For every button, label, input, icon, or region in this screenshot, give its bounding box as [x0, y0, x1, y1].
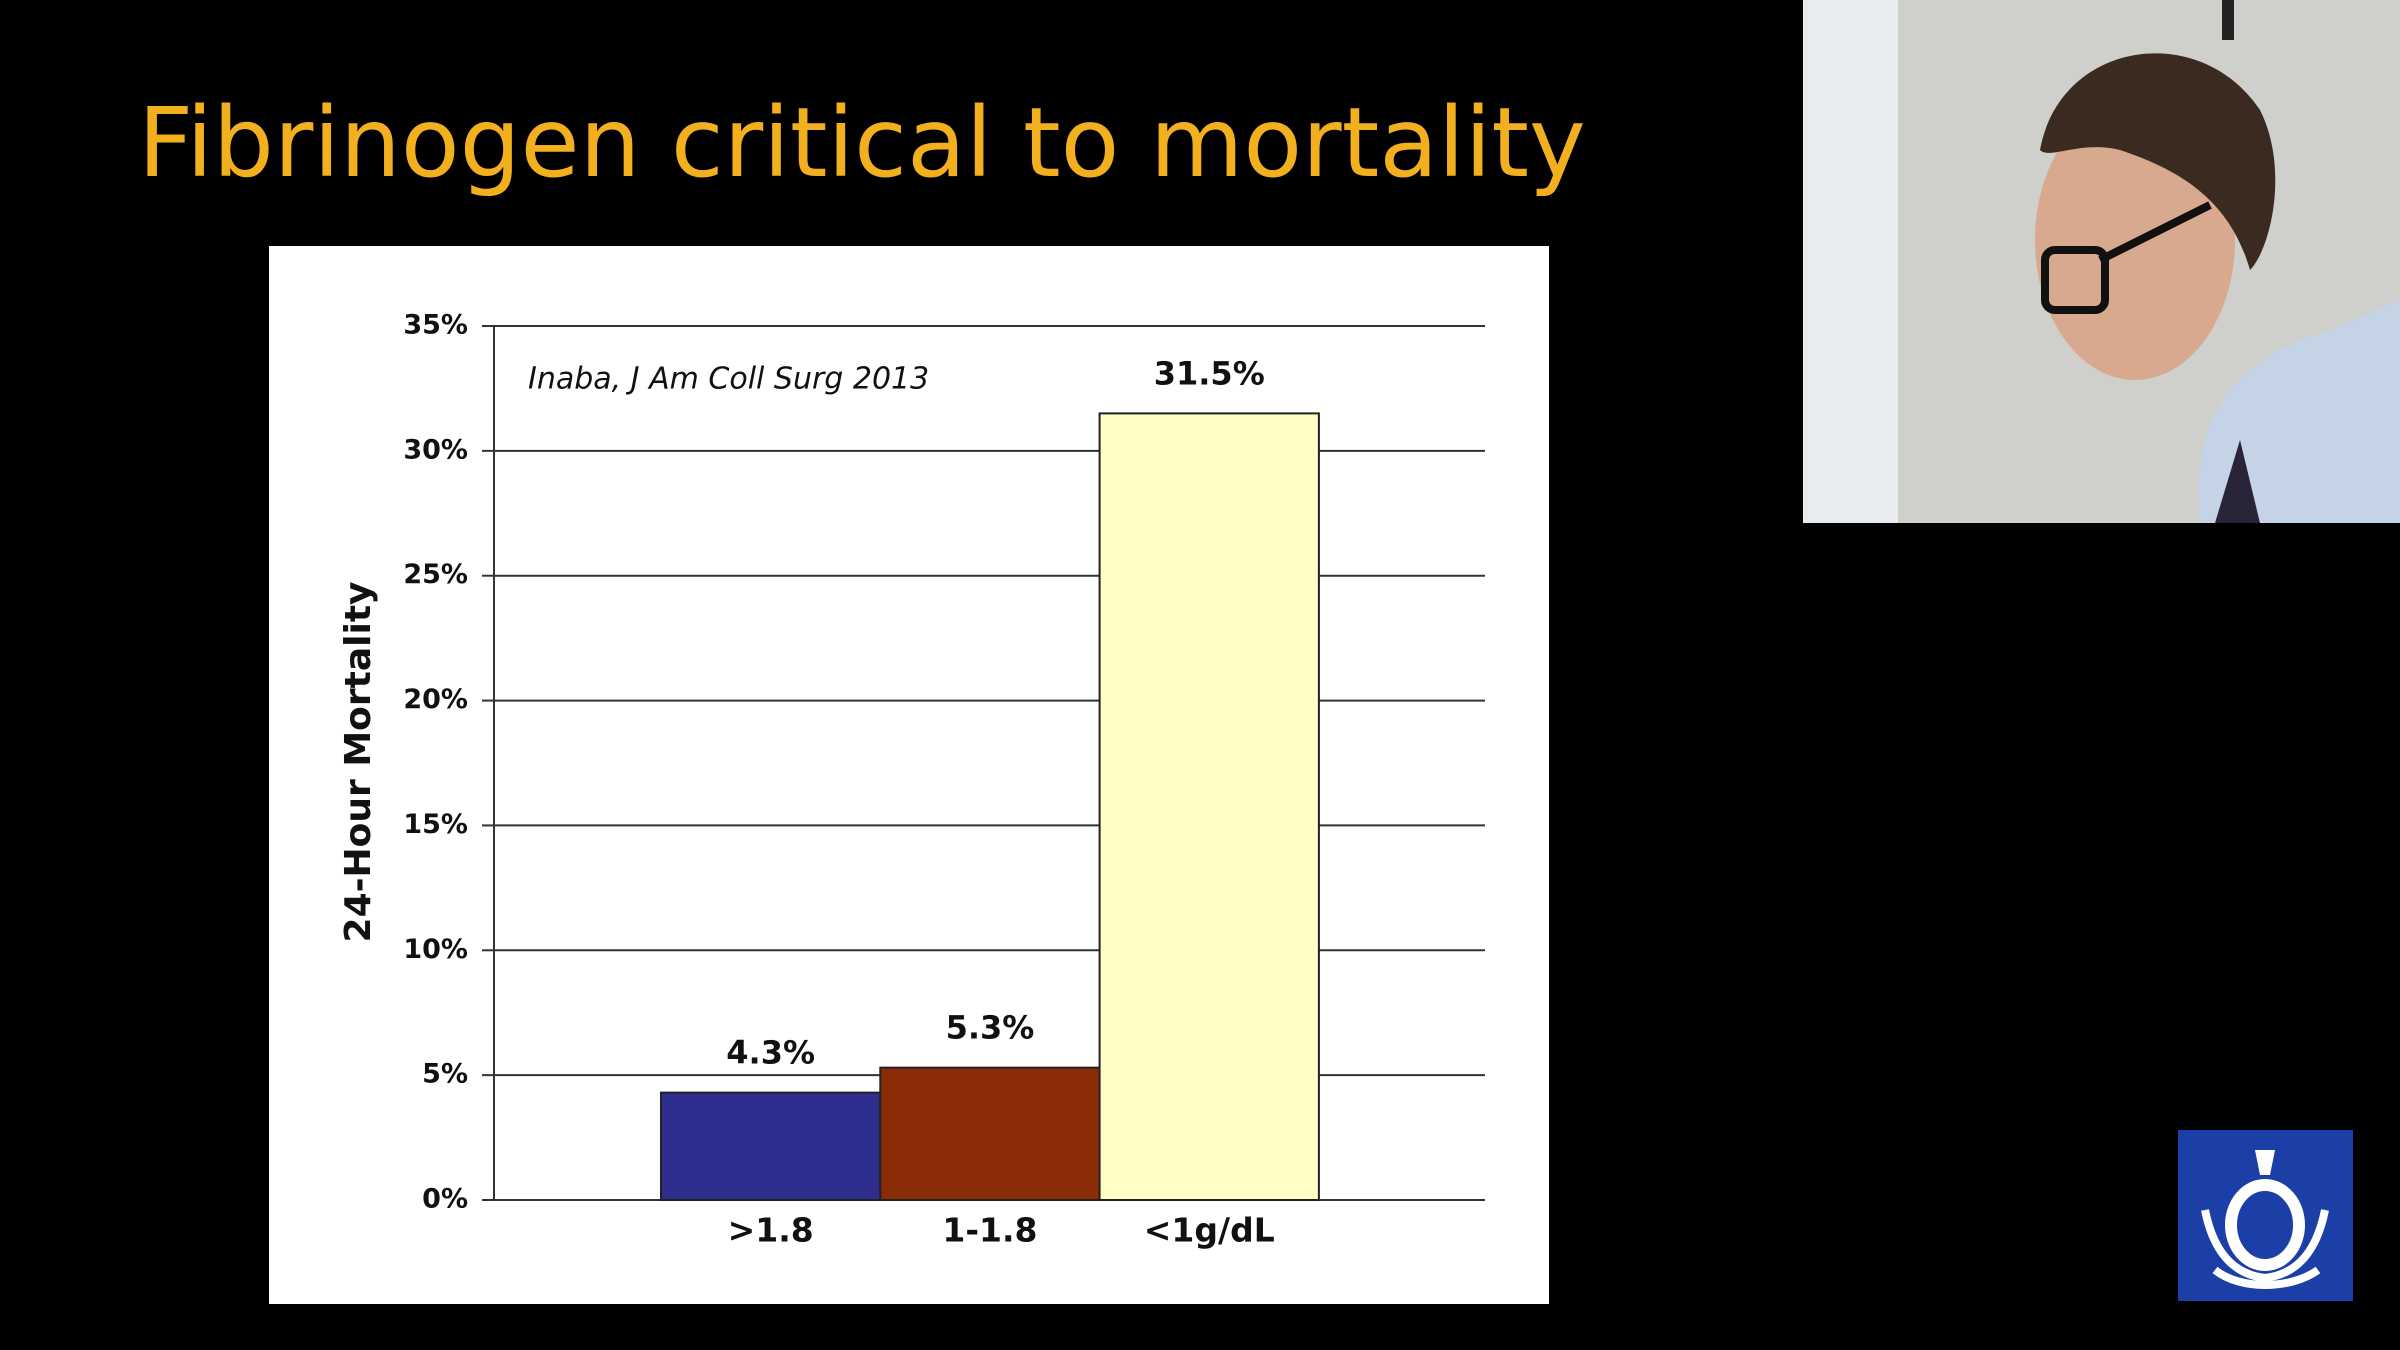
x-tick-label: 1-1.8: [942, 1211, 1037, 1250]
annotation: Inaba, J Am Coll Surg 2013: [528, 362, 929, 397]
bar: [879, 1066, 1101, 1202]
webcam-inset: [1803, 0, 2400, 523]
y-tick-label: 30%: [403, 434, 468, 465]
x-tick-label: >1.8: [728, 1211, 814, 1250]
y-axis-label: 24-Hour Mortality: [338, 582, 379, 943]
y-tick-label: 15%: [403, 809, 468, 840]
y-tick-label: 35%: [403, 310, 468, 341]
y-tick-label: 5%: [422, 1059, 468, 1090]
value-label: 5.3%: [946, 1009, 1035, 1047]
logo: [2178, 1130, 2353, 1301]
value-label: 31.5%: [1154, 354, 1265, 392]
value-label: 4.3%: [726, 1034, 815, 1072]
bar: [1098, 412, 1320, 1201]
y-tick-label: 25%: [403, 559, 468, 590]
x-tick-label: <1g/dL: [1144, 1211, 1275, 1250]
y-tick-label: 20%: [403, 684, 468, 715]
slide-title: Fibrinogen critical to mortality: [138, 87, 1586, 199]
y-tick-label: 10%: [403, 934, 468, 965]
bar: [660, 1091, 882, 1201]
y-tick-label: 0%: [422, 1184, 468, 1215]
